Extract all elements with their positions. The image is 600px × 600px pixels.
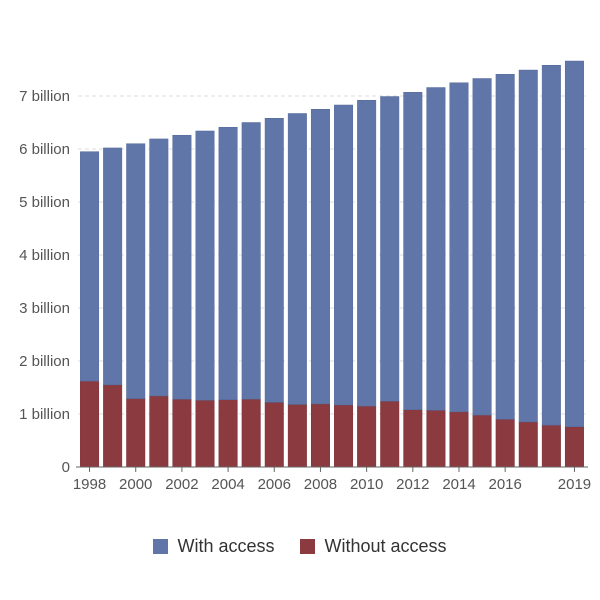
bar-without-access[interactable] (564, 426, 584, 468)
y-tick-label: 4 billion (19, 247, 70, 264)
bar-without-access[interactable] (380, 401, 400, 468)
y-tick-label: 6 billion (19, 141, 70, 158)
legend-label-without-access: Without access (324, 536, 447, 556)
bar-with-access[interactable] (403, 92, 423, 411)
bar-with-access[interactable] (126, 143, 146, 399)
bar-chart: 0 1 billion 2 billion 3 billion 4 billion 5 b… (19, 60, 591, 493)
bar-with-access[interactable] (149, 138, 169, 397)
x-tick-label: 2002 (165, 476, 198, 493)
bar-without-access[interactable] (334, 404, 354, 468)
bars (80, 60, 584, 468)
bar-without-access[interactable] (149, 395, 169, 468)
bar-without-access[interactable] (264, 402, 284, 468)
x-tick-label: 2006 (258, 476, 291, 493)
bar-with-access[interactable] (172, 134, 192, 400)
bar-with-access[interactable] (380, 96, 400, 402)
y-axis-ticks: 0 1 billion 2 billion 3 billion 4 billion 5 b… (19, 88, 70, 476)
bar-with-access[interactable] (287, 113, 307, 405)
bar-with-access[interactable] (357, 99, 377, 407)
x-tick-label: 2016 (488, 476, 521, 493)
bar-with-access[interactable] (103, 147, 123, 386)
x-tick-label: 2008 (304, 476, 337, 493)
bar-with-access[interactable] (310, 109, 330, 405)
y-tick-label: 0 (62, 459, 70, 476)
y-tick-label: 2 billion (19, 353, 70, 370)
legend-swatch-without-access (300, 539, 316, 554)
bar-with-access[interactable] (449, 82, 469, 413)
x-tick-label: 1998 (73, 476, 106, 493)
bar-without-access[interactable] (218, 399, 238, 468)
legend: With access Without access (0, 536, 600, 557)
x-tick-label: 2000 (119, 476, 152, 493)
bar-with-access[interactable] (541, 65, 561, 426)
bar-without-access[interactable] (310, 403, 330, 468)
bar-without-access[interactable] (287, 404, 307, 468)
bar-without-access[interactable] (472, 414, 492, 468)
bar-with-access[interactable] (426, 87, 446, 411)
bar-without-access[interactable] (195, 399, 215, 468)
bar-with-access[interactable] (472, 78, 492, 416)
y-tick-label: 7 billion (19, 88, 70, 105)
bar-without-access[interactable] (103, 384, 123, 468)
bar-with-access[interactable] (195, 130, 215, 401)
bar-without-access[interactable] (495, 419, 515, 468)
bar-without-access[interactable] (241, 398, 261, 468)
bar-with-access[interactable] (518, 69, 538, 423)
bar-without-access[interactable] (518, 421, 538, 468)
y-tick-label: 3 billion (19, 300, 70, 317)
bar-with-access[interactable] (564, 60, 584, 427)
x-tick-label: 2004 (211, 476, 244, 493)
x-tick-label: 2012 (396, 476, 429, 493)
bar-with-access[interactable] (495, 74, 515, 420)
legend-swatch-with-access (153, 539, 169, 554)
x-tick-label: 2014 (442, 476, 475, 493)
bar-with-access[interactable] (218, 127, 238, 400)
bar-with-access[interactable] (264, 118, 284, 403)
bar-without-access[interactable] (403, 409, 423, 468)
x-axis-ticks: 1998 2000 2002 2004 2006 2008 2010 2012 2014 2016… (73, 467, 591, 493)
bar-with-access[interactable] (241, 122, 261, 400)
bar-without-access[interactable] (449, 411, 469, 468)
bar-without-access[interactable] (357, 405, 377, 468)
bar-without-access[interactable] (541, 424, 561, 468)
y-tick-label: 1 billion (19, 406, 70, 423)
legend-label-with-access: With access (177, 536, 275, 556)
legend-item-with-access[interactable]: With access (153, 536, 274, 557)
bar-with-access[interactable] (334, 104, 354, 406)
x-tick-label: 2019 (558, 476, 591, 493)
legend-item-without-access[interactable]: Without access (300, 536, 447, 557)
x-tick-label: 2010 (350, 476, 383, 493)
bar-with-access[interactable] (80, 151, 100, 382)
bar-without-access[interactable] (426, 410, 446, 468)
bar-without-access[interactable] (126, 398, 146, 468)
bar-without-access[interactable] (80, 380, 100, 468)
bar-without-access[interactable] (172, 398, 192, 468)
y-tick-label: 5 billion (19, 194, 70, 211)
